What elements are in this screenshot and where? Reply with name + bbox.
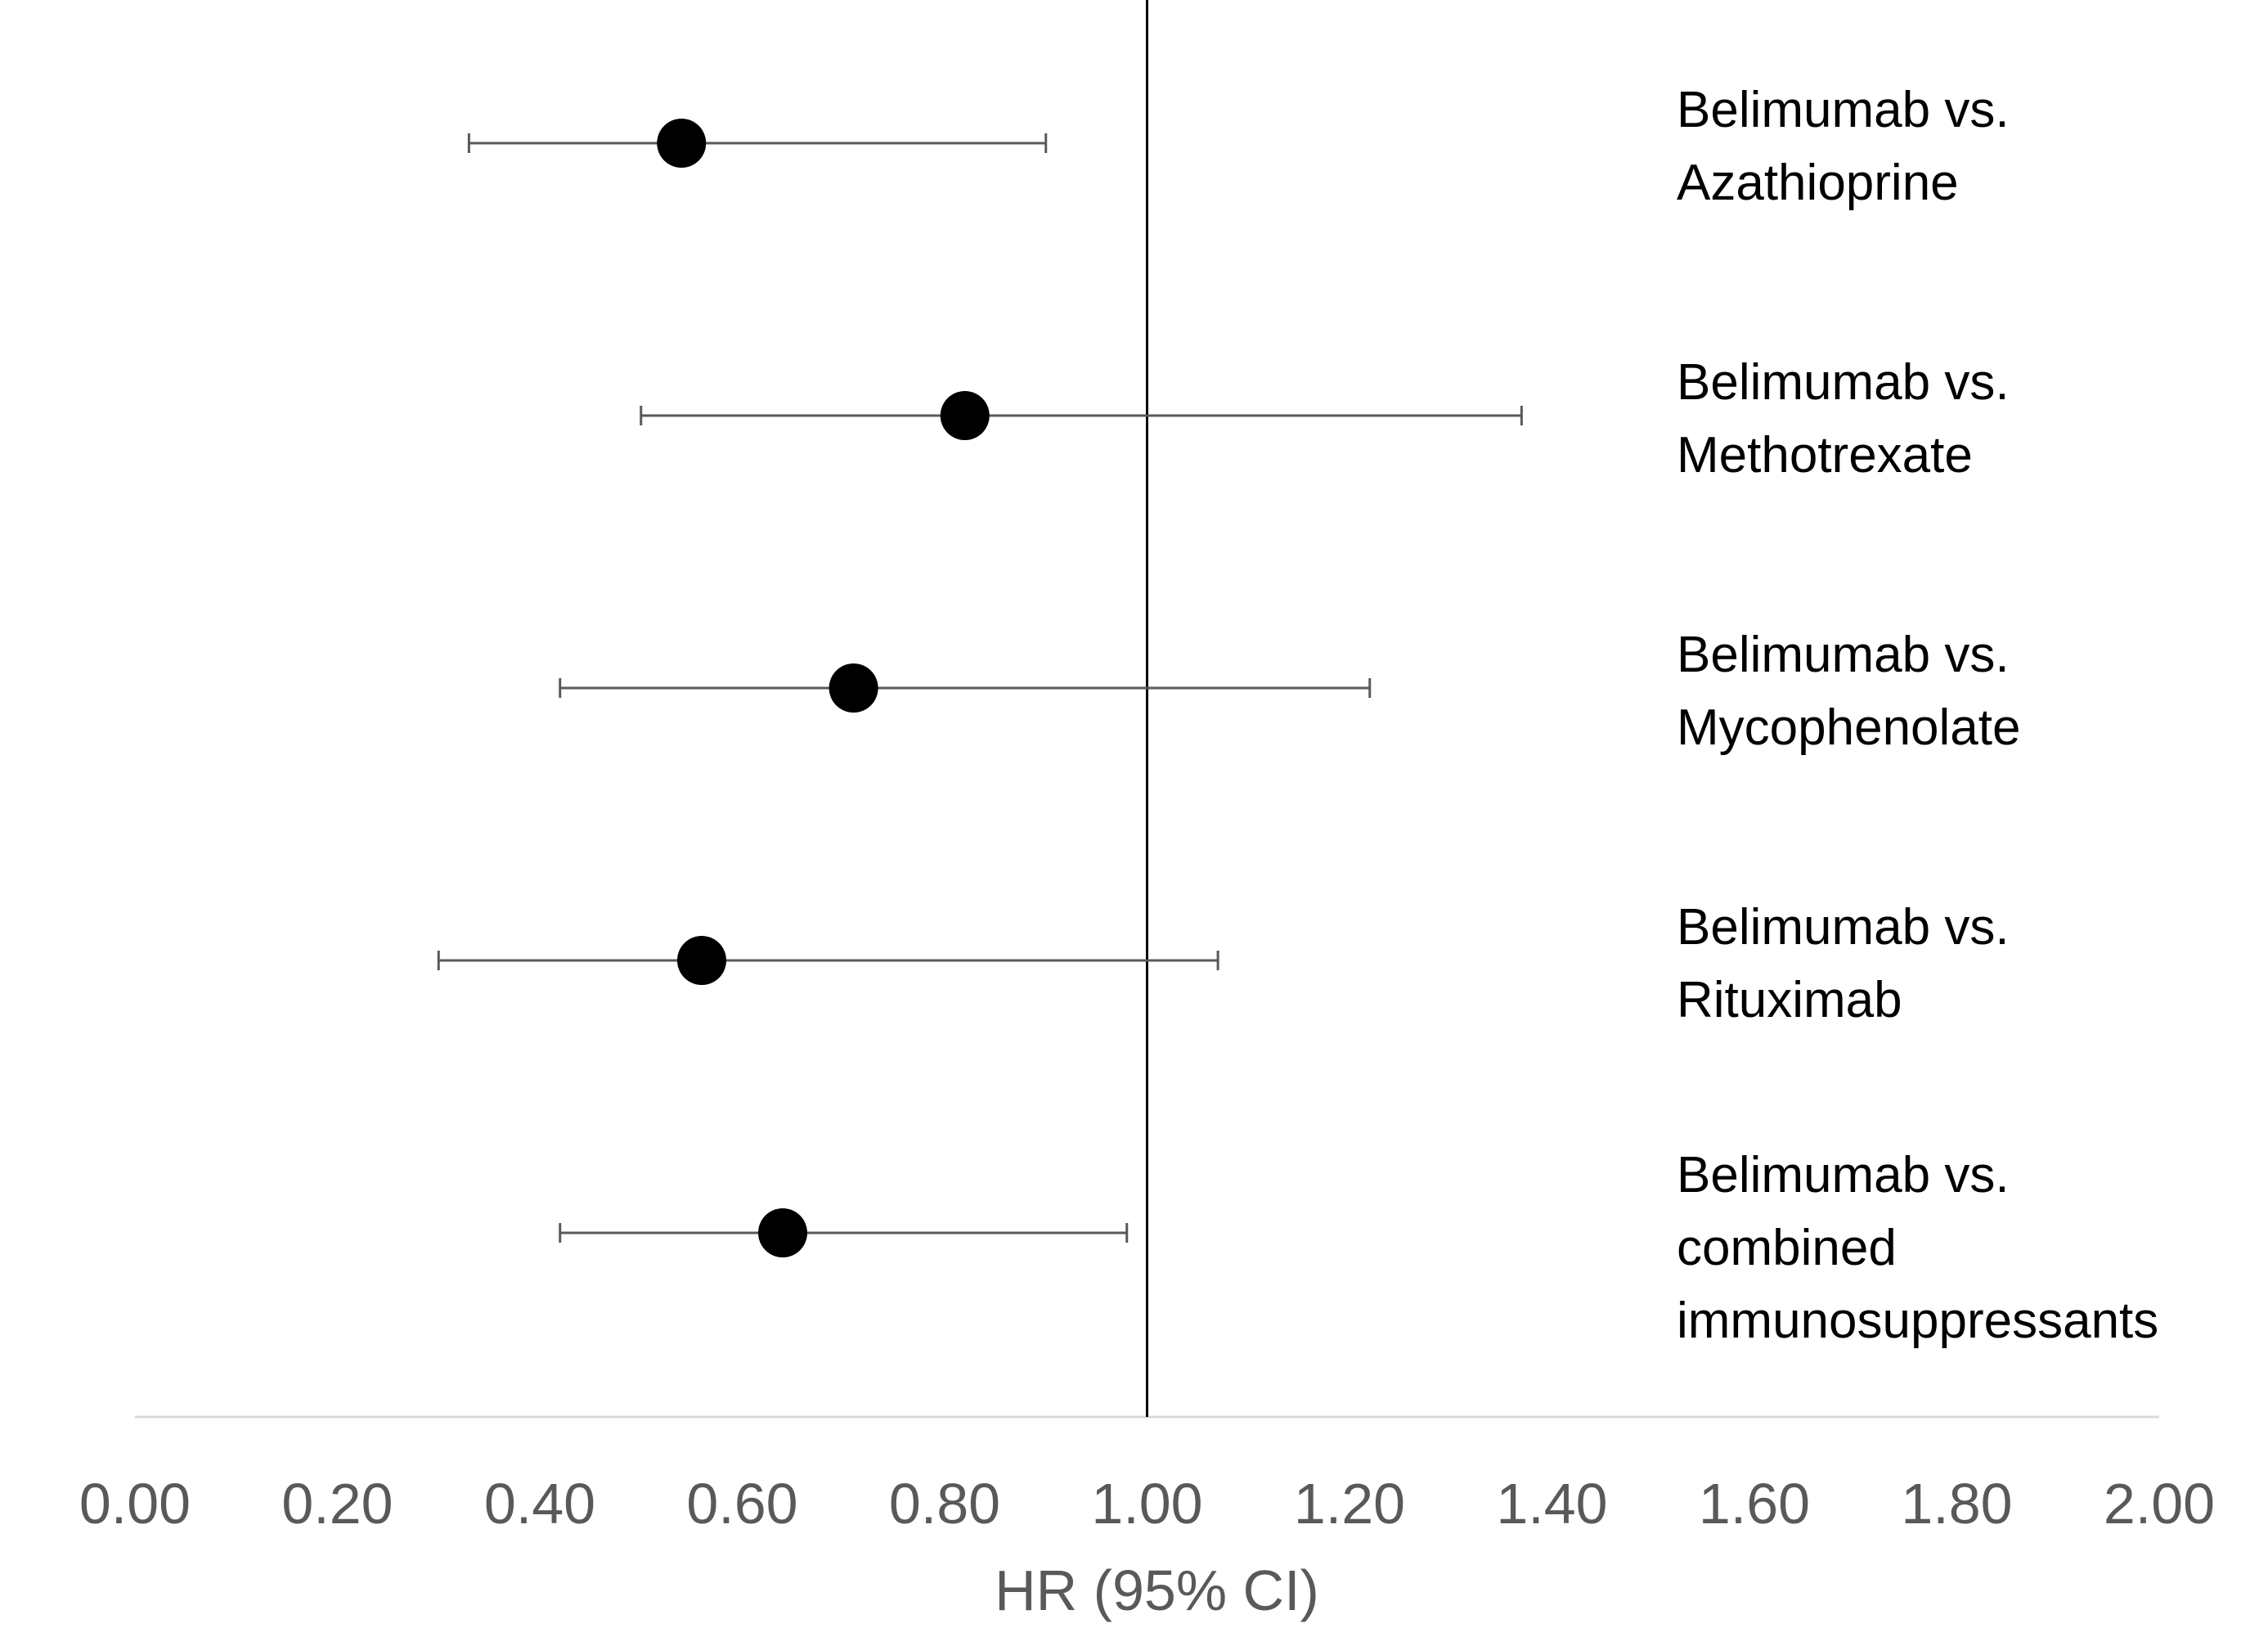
row-label-line: Belimumab vs. bbox=[1677, 82, 2010, 138]
row-label-line: combined bbox=[1677, 1220, 1897, 1276]
x-tick-label: 0.80 bbox=[889, 1472, 1000, 1536]
row-label: Belimumab vs. Rituximab bbox=[1677, 899, 2010, 1028]
forest-row: Belimumab vs. Mycophenolate bbox=[559, 627, 2021, 756]
row-label: Belimumab vs. combined immunosuppressants bbox=[1677, 1147, 2158, 1349]
hr-point bbox=[829, 663, 878, 713]
row-label: Belimumab vs. Azathioprine bbox=[1677, 82, 2010, 211]
row-label: Belimumab vs. Mycophenolate bbox=[1677, 627, 2021, 756]
row-label-line: Mycophenolate bbox=[1677, 699, 2021, 756]
forest-row: Belimumab vs. combined immunosuppressants bbox=[559, 1147, 2158, 1349]
hr-point bbox=[677, 936, 726, 985]
x-tick-label: 1.80 bbox=[1901, 1472, 2012, 1536]
row-label-line: Belimumab vs. bbox=[1677, 899, 2010, 956]
x-axis-title: HR (95% CI) bbox=[995, 1558, 1319, 1622]
row-label-line: immunosuppressants bbox=[1677, 1293, 2158, 1349]
row-label: Belimumab vs. Methotrexate bbox=[1677, 354, 2010, 483]
row-label-line: Rituximab bbox=[1677, 972, 1902, 1028]
forest-row: Belimumab vs. Methotrexate bbox=[640, 354, 2010, 483]
row-label-line: Belimumab vs. bbox=[1677, 1147, 2010, 1203]
x-tick-label: 1.60 bbox=[1699, 1472, 1810, 1536]
x-tick-label: 1.00 bbox=[1091, 1472, 1202, 1536]
forest-row: Belimumab vs. Azathioprine bbox=[467, 82, 2010, 211]
x-tick-label: 0.00 bbox=[79, 1472, 191, 1536]
row-label-line: Belimumab vs. bbox=[1677, 627, 2010, 683]
x-tick-label: 2.00 bbox=[2104, 1472, 2215, 1536]
x-tick-label: 1.20 bbox=[1294, 1472, 1405, 1536]
row-label-line: Methotrexate bbox=[1677, 427, 1973, 483]
hr-point bbox=[758, 1208, 807, 1257]
forest-row: Belimumab vs. Rituximab bbox=[437, 899, 2010, 1028]
x-tick-label: 0.60 bbox=[686, 1472, 797, 1536]
x-tick-label: 0.40 bbox=[484, 1472, 595, 1536]
row-label-line: Azathioprine bbox=[1677, 155, 1959, 211]
x-axis-tick-labels: 0.00 0.20 0.40 0.60 0.80 1.00 1.20 1.40 1.60 1.80… bbox=[79, 1472, 2215, 1536]
row-label-line: Belimumab vs. bbox=[1677, 354, 2010, 411]
hr-point bbox=[940, 391, 990, 440]
forest-rows: Belimumab vs. Azathioprine Belimumab vs. Me… bbox=[437, 82, 2158, 1349]
hr-point bbox=[657, 119, 707, 168]
x-tick-label: 0.20 bbox=[281, 1472, 393, 1536]
x-tick-label: 1.40 bbox=[1496, 1472, 1607, 1536]
